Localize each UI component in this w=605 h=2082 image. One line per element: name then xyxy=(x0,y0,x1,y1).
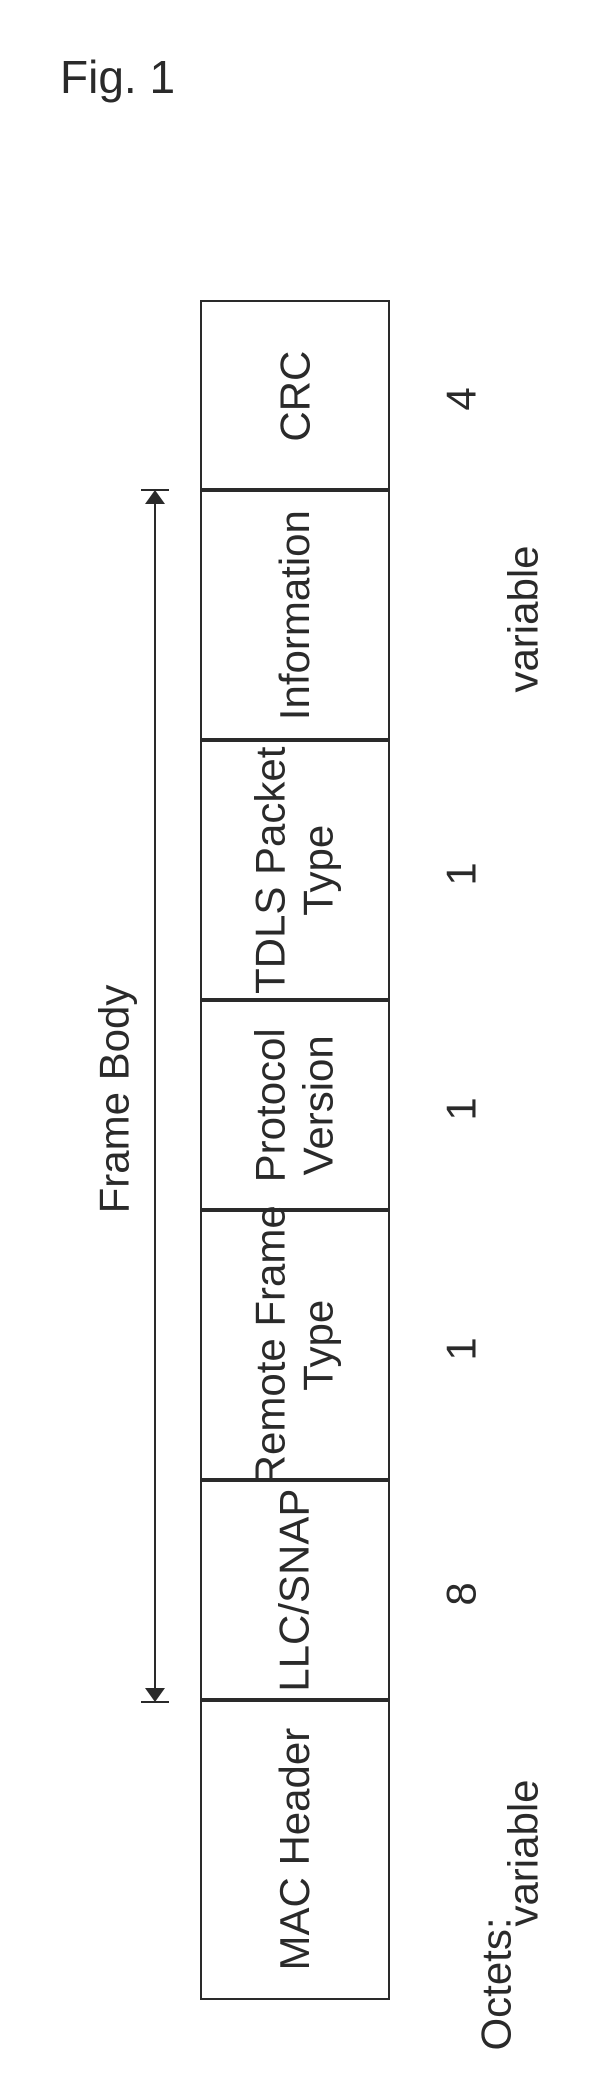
octet-llc-snap: 8 xyxy=(438,1582,486,1605)
frame-body-label: Frame Body xyxy=(90,985,138,1214)
cell-information: Information xyxy=(200,488,390,742)
cell-label-tdls-packet: TDLS PacketType xyxy=(247,746,344,993)
bracket-arrow-bottom xyxy=(145,1688,165,1702)
figure-label: Fig. 1 xyxy=(60,50,175,104)
octet-remote-frame: 1 xyxy=(438,1337,486,1360)
bracket-line xyxy=(154,500,156,1692)
bracket-cap-bottom xyxy=(141,1701,169,1703)
cell-label-mac-header: MAC Header xyxy=(271,1728,319,1971)
figure-page: Fig. 1 MAC Header variable LLC/SNAP 8 Remote… xyxy=(0,0,605,2082)
cell-tdls-packet: TDLS PacketType xyxy=(200,738,390,1002)
octet-crc: 4 xyxy=(438,387,486,410)
cell-label-llc-snap: LLC/SNAP xyxy=(271,1488,319,1691)
cell-mac-header: MAC Header xyxy=(200,1698,390,2000)
cell-remote-frame: Remote FrameType xyxy=(200,1208,390,1482)
octet-protocol-ver: 1 xyxy=(438,1097,486,1120)
octet-information: variable xyxy=(500,545,548,692)
cell-crc: CRC xyxy=(200,300,390,492)
cell-label-crc: CRC xyxy=(271,350,319,441)
bracket-cap-top xyxy=(141,489,169,491)
octet-mac-header: variable xyxy=(500,1779,548,1926)
cell-label-protocol-ver: ProtocolVersion xyxy=(247,1028,344,1182)
bracket-arrow-top xyxy=(145,490,165,504)
octet-tdls-packet: 1 xyxy=(438,862,486,885)
cell-llc-snap: LLC/SNAP xyxy=(200,1478,390,1702)
cell-label-remote-frame: Remote FrameType xyxy=(247,1205,344,1485)
cell-protocol-ver: ProtocolVersion xyxy=(200,998,390,1212)
cell-label-information: Information xyxy=(271,510,319,720)
octets-prefix: Octets: xyxy=(473,1917,521,2050)
